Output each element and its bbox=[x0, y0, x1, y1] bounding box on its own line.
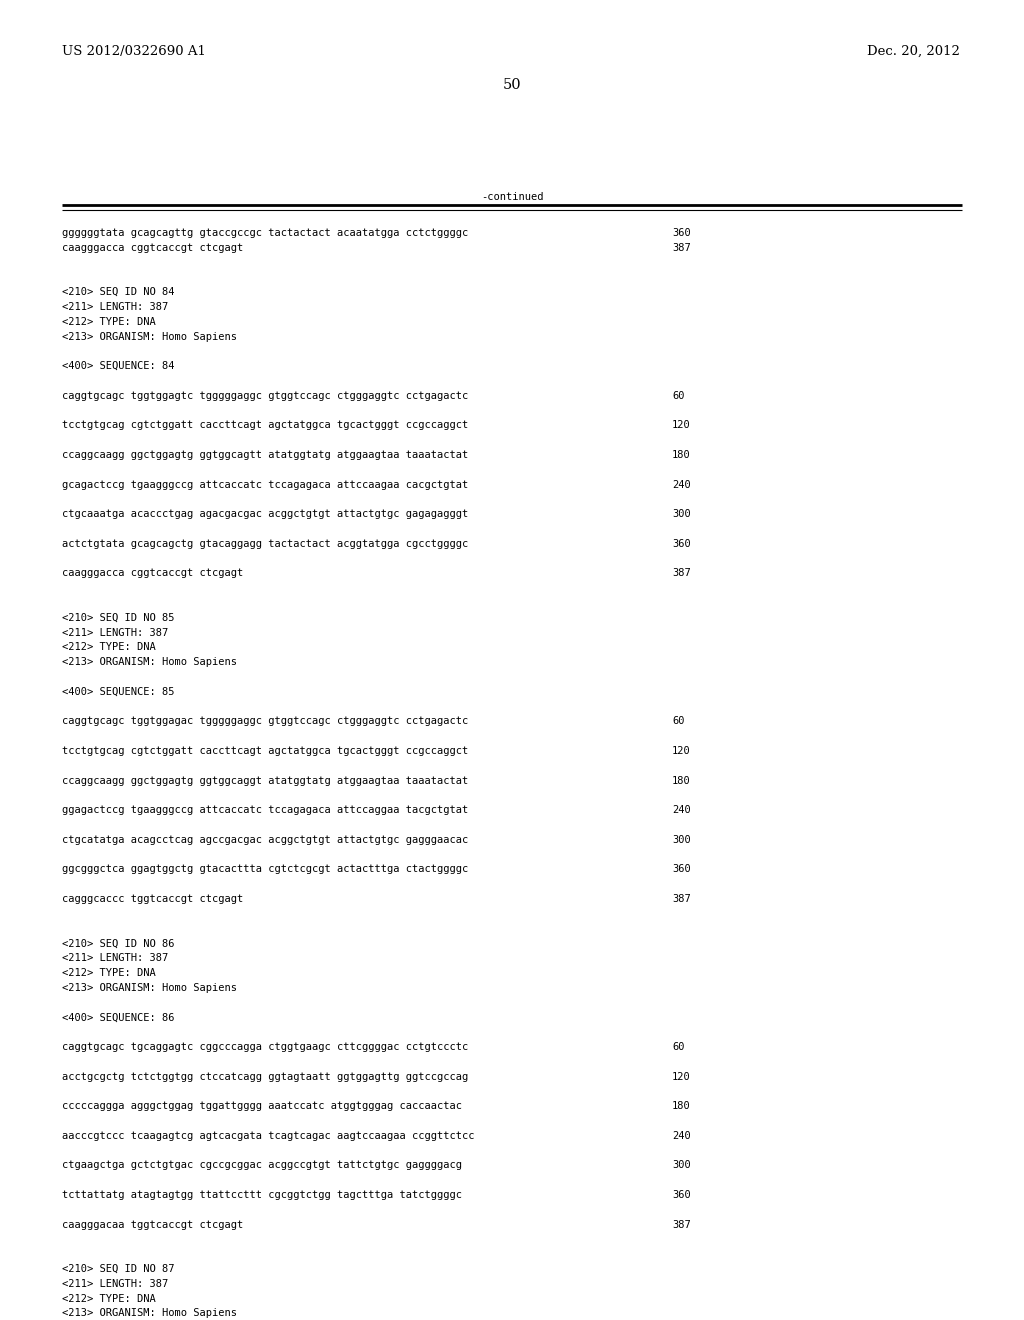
Text: <212> TYPE: DNA: <212> TYPE: DNA bbox=[62, 317, 156, 327]
Text: ggagactccg tgaagggccg attcaccatc tccagagaca attccaggaa tacgctgtat: ggagactccg tgaagggccg attcaccatc tccagag… bbox=[62, 805, 468, 816]
Text: 240: 240 bbox=[672, 805, 691, 816]
Text: 300: 300 bbox=[672, 510, 691, 519]
Text: ctgcatatga acagcctcag agccgacgac acggctgtgt attactgtgc gagggaacac: ctgcatatga acagcctcag agccgacgac acggctg… bbox=[62, 834, 468, 845]
Text: 360: 360 bbox=[672, 539, 691, 549]
Text: <400> SEQUENCE: 84: <400> SEQUENCE: 84 bbox=[62, 362, 174, 371]
Text: 60: 60 bbox=[672, 717, 684, 726]
Text: <210> SEQ ID NO 87: <210> SEQ ID NO 87 bbox=[62, 1265, 174, 1274]
Text: acctgcgctg tctctggtgg ctccatcagg ggtagtaatt ggtggagttg ggtccgccag: acctgcgctg tctctggtgg ctccatcagg ggtagta… bbox=[62, 1072, 468, 1081]
Text: ggggggtata gcagcagttg gtaccgccgc tactactact acaatatgga cctctggggc: ggggggtata gcagcagttg gtaccgccgc tactact… bbox=[62, 228, 468, 238]
Text: <213> ORGANISM: Homo Sapiens: <213> ORGANISM: Homo Sapiens bbox=[62, 657, 237, 667]
Text: cccccaggga agggctggag tggattgggg aaatccatc atggtgggag caccaactac: cccccaggga agggctggag tggattgggg aaatcca… bbox=[62, 1101, 462, 1111]
Text: cagggcaccc tggtcaccgt ctcgagt: cagggcaccc tggtcaccgt ctcgagt bbox=[62, 894, 244, 904]
Text: 387: 387 bbox=[672, 569, 691, 578]
Text: 120: 120 bbox=[672, 746, 691, 756]
Text: Dec. 20, 2012: Dec. 20, 2012 bbox=[867, 45, 961, 58]
Text: caggtgcagc tgcaggagtc cggcccagga ctggtgaagc cttcggggac cctgtccctc: caggtgcagc tgcaggagtc cggcccagga ctggtga… bbox=[62, 1041, 468, 1052]
Text: <400> SEQUENCE: 86: <400> SEQUENCE: 86 bbox=[62, 1012, 174, 1023]
Text: gcagactccg tgaagggccg attcaccatc tccagagaca attccaagaa cacgctgtat: gcagactccg tgaagggccg attcaccatc tccagag… bbox=[62, 479, 468, 490]
Text: <212> TYPE: DNA: <212> TYPE: DNA bbox=[62, 1294, 156, 1304]
Text: actctgtata gcagcagctg gtacaggagg tactactact acggtatgga cgcctggggc: actctgtata gcagcagctg gtacaggagg tactact… bbox=[62, 539, 468, 549]
Text: <211> LENGTH: 387: <211> LENGTH: 387 bbox=[62, 953, 168, 964]
Text: ggcgggctca ggagtggctg gtacacttta cgtctcgcgt actactttga ctactggggc: ggcgggctca ggagtggctg gtacacttta cgtctcg… bbox=[62, 865, 468, 874]
Text: <212> TYPE: DNA: <212> TYPE: DNA bbox=[62, 643, 156, 652]
Text: tcctgtgcag cgtctggatt caccttcagt agctatggca tgcactgggt ccgccaggct: tcctgtgcag cgtctggatt caccttcagt agctatg… bbox=[62, 420, 468, 430]
Text: ccaggcaagg ggctggagtg ggtggcaggt atatggtatg atggaagtaa taaatactat: ccaggcaagg ggctggagtg ggtggcaggt atatggt… bbox=[62, 776, 468, 785]
Text: 360: 360 bbox=[672, 1191, 691, 1200]
Text: 240: 240 bbox=[672, 1131, 691, 1140]
Text: 120: 120 bbox=[672, 1072, 691, 1081]
Text: 387: 387 bbox=[672, 1220, 691, 1230]
Text: caggtgcagc tggtggagac tgggggaggc gtggtccagc ctgggaggtc cctgagactc: caggtgcagc tggtggagac tgggggaggc gtggtcc… bbox=[62, 717, 468, 726]
Text: 360: 360 bbox=[672, 865, 691, 874]
Text: 180: 180 bbox=[672, 450, 691, 459]
Text: <213> ORGANISM: Homo Sapiens: <213> ORGANISM: Homo Sapiens bbox=[62, 331, 237, 342]
Text: ccaggcaagg ggctggagtg ggtggcagtt atatggtatg atggaagtaa taaatactat: ccaggcaagg ggctggagtg ggtggcagtt atatggt… bbox=[62, 450, 468, 459]
Text: <211> LENGTH: 387: <211> LENGTH: 387 bbox=[62, 1279, 168, 1288]
Text: tcctgtgcag cgtctggatt caccttcagt agctatggca tgcactgggt ccgccaggct: tcctgtgcag cgtctggatt caccttcagt agctatg… bbox=[62, 746, 468, 756]
Text: 120: 120 bbox=[672, 420, 691, 430]
Text: <211> LENGTH: 387: <211> LENGTH: 387 bbox=[62, 302, 168, 312]
Text: 387: 387 bbox=[672, 894, 691, 904]
Text: 387: 387 bbox=[672, 243, 691, 253]
Text: <213> ORGANISM: Homo Sapiens: <213> ORGANISM: Homo Sapiens bbox=[62, 1308, 237, 1319]
Text: <212> TYPE: DNA: <212> TYPE: DNA bbox=[62, 968, 156, 978]
Text: <210> SEQ ID NO 84: <210> SEQ ID NO 84 bbox=[62, 288, 174, 297]
Text: <213> ORGANISM: Homo Sapiens: <213> ORGANISM: Homo Sapiens bbox=[62, 983, 237, 993]
Text: caggtgcagc tggtggagtc tgggggaggc gtggtccagc ctgggaggtc cctgagactc: caggtgcagc tggtggagtc tgggggaggc gtggtcc… bbox=[62, 391, 468, 401]
Text: caagggacaa tggtcaccgt ctcgagt: caagggacaa tggtcaccgt ctcgagt bbox=[62, 1220, 244, 1230]
Text: <210> SEQ ID NO 85: <210> SEQ ID NO 85 bbox=[62, 612, 174, 623]
Text: US 2012/0322690 A1: US 2012/0322690 A1 bbox=[62, 45, 206, 58]
Text: 60: 60 bbox=[672, 1041, 684, 1052]
Text: caagggacca cggtcaccgt ctcgagt: caagggacca cggtcaccgt ctcgagt bbox=[62, 569, 244, 578]
Text: 300: 300 bbox=[672, 834, 691, 845]
Text: 180: 180 bbox=[672, 776, 691, 785]
Text: ctgcaaatga acaccctgag agacgacgac acggctgtgt attactgtgc gagagagggt: ctgcaaatga acaccctgag agacgacgac acggctg… bbox=[62, 510, 468, 519]
Text: <210> SEQ ID NO 86: <210> SEQ ID NO 86 bbox=[62, 939, 174, 948]
Text: 300: 300 bbox=[672, 1160, 691, 1171]
Text: -continued: -continued bbox=[480, 191, 544, 202]
Text: 240: 240 bbox=[672, 479, 691, 490]
Text: ctgaagctga gctctgtgac cgccgcggac acggccgtgt tattctgtgc gaggggacg: ctgaagctga gctctgtgac cgccgcggac acggccg… bbox=[62, 1160, 462, 1171]
Text: 60: 60 bbox=[672, 391, 684, 401]
Text: <400> SEQUENCE: 85: <400> SEQUENCE: 85 bbox=[62, 686, 174, 697]
Text: <211> LENGTH: 387: <211> LENGTH: 387 bbox=[62, 627, 168, 638]
Text: 180: 180 bbox=[672, 1101, 691, 1111]
Text: 360: 360 bbox=[672, 228, 691, 238]
Text: tcttattatg atagtagtgg ttattccttt cgcggtctgg tagctttga tatctggggc: tcttattatg atagtagtgg ttattccttt cgcggtc… bbox=[62, 1191, 462, 1200]
Text: aacccgtccc tcaagagtcg agtcacgata tcagtcagac aagtccaagaa ccggttctcc: aacccgtccc tcaagagtcg agtcacgata tcagtca… bbox=[62, 1131, 474, 1140]
Text: caagggacca cggtcaccgt ctcgagt: caagggacca cggtcaccgt ctcgagt bbox=[62, 243, 244, 253]
Text: 50: 50 bbox=[503, 78, 521, 92]
